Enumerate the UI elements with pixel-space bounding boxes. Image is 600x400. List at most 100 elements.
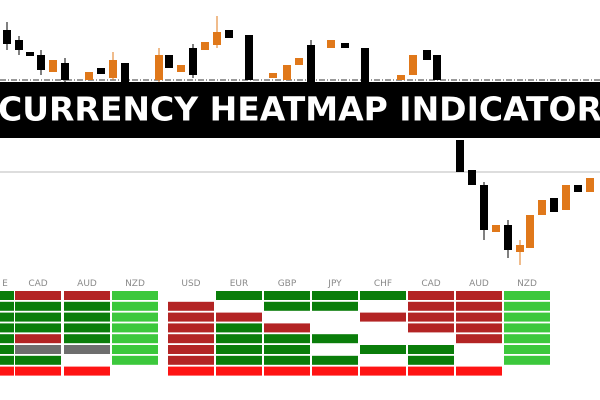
heat-cell: [112, 334, 158, 344]
heat-cell: [312, 366, 358, 376]
heatmaps: E CAD AUD NZD USD EUR GBP JPY CHF CAD AUD NZD: [0, 279, 550, 376]
heat-cell: [264, 301, 310, 311]
banner: [0, 82, 600, 138]
banner-title: CURRENCY HEATMAP INDICATOR: [0, 90, 600, 129]
heat-cell: [112, 366, 158, 376]
heat-cell: [168, 301, 214, 311]
column-header: E: [2, 279, 8, 289]
heat-cell: [264, 366, 310, 376]
heat-cell: [456, 312, 502, 322]
heat-cell: [64, 301, 110, 311]
candles: [0, 16, 600, 265]
heat-cell: [264, 323, 310, 333]
heat-cell: [168, 334, 214, 344]
heat-cell: [0, 366, 14, 376]
column-header: USD: [181, 279, 200, 289]
heat-cell: [360, 366, 406, 376]
heat-cell: [216, 291, 262, 300]
heat-cell: [408, 366, 454, 376]
heat-cell: [312, 312, 358, 322]
heat-cell: [168, 323, 214, 333]
heat-cell: [112, 355, 158, 365]
heat-cell: [0, 291, 14, 300]
heat-cell: [504, 323, 550, 333]
heat-cell: [15, 323, 61, 333]
heat-cell: [312, 345, 358, 354]
heat-cell: [504, 355, 550, 365]
heat-cell: [64, 355, 110, 365]
heat-cell: [312, 323, 358, 333]
heat-cell: [264, 345, 310, 354]
heat-cell: [360, 334, 406, 344]
heat-cell: [264, 312, 310, 322]
heat-cell: [15, 301, 61, 311]
heat-cell: [112, 301, 158, 311]
column-header: JPY: [327, 279, 342, 289]
heat-cell: [15, 355, 61, 365]
column-header: NZD: [517, 279, 537, 289]
column-header: CAD: [28, 279, 47, 289]
heat-cell: [64, 366, 110, 376]
heat-cell: [408, 355, 454, 365]
heat-cell: [504, 345, 550, 354]
heat-cell: [408, 312, 454, 322]
heat-cell: [64, 312, 110, 322]
column-header: CAD: [421, 279, 440, 289]
heat-cell: [112, 323, 158, 333]
heat-cell: [0, 312, 14, 322]
column-header: AUD: [77, 279, 97, 289]
heat-cell: [216, 345, 262, 354]
heat-cell: [0, 345, 14, 354]
column-header: CHF: [374, 279, 392, 289]
heat-cell: [216, 312, 262, 322]
heat-cell: [0, 301, 14, 311]
heat-cell: [0, 323, 14, 333]
heat-cell: [264, 291, 310, 300]
heat-cell: [15, 334, 61, 344]
heat-cell: [360, 291, 406, 300]
heat-cell: [504, 301, 550, 311]
heat-cell: [168, 366, 214, 376]
heat-cell: [264, 334, 310, 344]
heat-cell: [360, 355, 406, 365]
heat-cell: [0, 355, 14, 365]
column-header: NZD: [125, 279, 145, 289]
heat-cell: [504, 366, 550, 376]
heat-cell: [64, 334, 110, 344]
heat-cell: [312, 291, 358, 300]
heat-cell: [312, 334, 358, 344]
heat-cell: [456, 334, 502, 344]
heat-cell: [456, 291, 502, 300]
heat-cell: [456, 301, 502, 311]
heat-cell: [216, 301, 262, 311]
heat-cell: [112, 345, 158, 354]
heat-cell: [15, 345, 61, 354]
heat-cell: [360, 345, 406, 354]
heat-cell: [168, 291, 214, 300]
heat-cell: [504, 334, 550, 344]
heat-cell: [312, 355, 358, 365]
heat-cell: [504, 291, 550, 300]
heat-cell: [216, 355, 262, 365]
heat-cell: [112, 312, 158, 322]
heat-cell: [264, 355, 310, 365]
heat-cell: [360, 312, 406, 322]
heat-cell: [64, 323, 110, 333]
heat-cell: [216, 366, 262, 376]
heat-cell: [408, 345, 454, 354]
heat-cell: [168, 312, 214, 322]
heat-cell: [360, 301, 406, 311]
heat-cell: [408, 291, 454, 300]
heat-cell: [408, 301, 454, 311]
heat-cell: [64, 345, 110, 354]
heat-cell: [312, 301, 358, 311]
heat-cell: [408, 323, 454, 333]
heat-cell: [15, 312, 61, 322]
heat-cell: [64, 291, 110, 300]
column-header: AUD: [469, 279, 489, 289]
column-header: GBP: [278, 279, 297, 289]
heat-cell: [456, 323, 502, 333]
heat-cell: [15, 366, 61, 376]
heat-cell: [168, 355, 214, 365]
